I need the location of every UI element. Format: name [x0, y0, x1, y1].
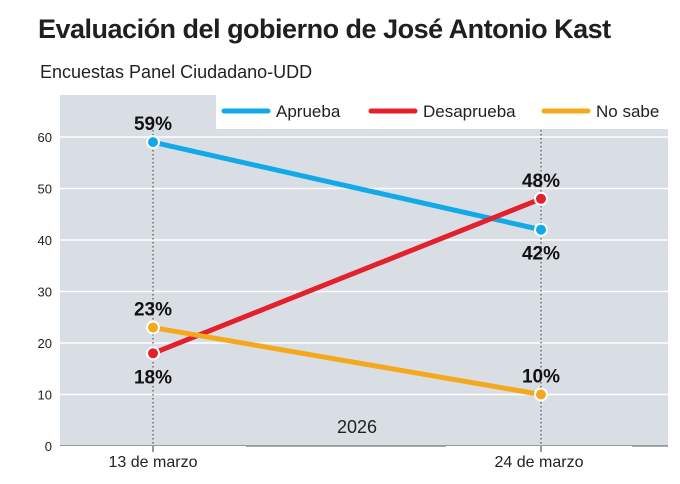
- series-line-aprueba: [150, 139, 544, 233]
- x-category-box: [446, 446, 632, 476]
- data-point: [534, 191, 548, 206]
- data-point: [534, 387, 548, 402]
- y-tick-label: 50: [38, 182, 52, 197]
- data-label: 48%: [522, 171, 560, 192]
- data-label: 18%: [134, 367, 172, 388]
- y-tick-label: 30: [38, 285, 52, 300]
- y-tick-label: 20: [38, 336, 52, 351]
- legend-label: No sabe: [596, 102, 659, 121]
- series-line-no-sabe: [150, 325, 544, 397]
- legend-box: [216, 95, 668, 129]
- data-label: 10%: [522, 367, 560, 388]
- chart-title: Evaluación del gobierno de José Antonio …: [38, 14, 611, 44]
- data-point: [146, 135, 160, 150]
- data-label: 42%: [522, 244, 560, 265]
- chart-subtitle: Encuestas Panel Ciudadano-UDD: [40, 62, 313, 82]
- legend-label: Aprueba: [276, 102, 341, 121]
- legend-label: Desaprueba: [423, 102, 516, 121]
- x-tick-label: 24 de marzo: [495, 454, 584, 471]
- data-label: 59%: [134, 114, 172, 135]
- data-point: [146, 346, 160, 361]
- data-point: [146, 320, 160, 335]
- y-tick-label: 10: [38, 388, 52, 403]
- y-tick-label: 40: [38, 233, 52, 248]
- y-tick-label: 0: [45, 439, 52, 454]
- series-line-desaprueba: [150, 196, 544, 356]
- year-annotation: 2026: [337, 417, 377, 437]
- data-point: [534, 222, 548, 237]
- x-tick-label: 13 de marzo: [109, 454, 198, 471]
- y-tick-label: 60: [38, 130, 52, 145]
- data-label: 23%: [134, 300, 172, 321]
